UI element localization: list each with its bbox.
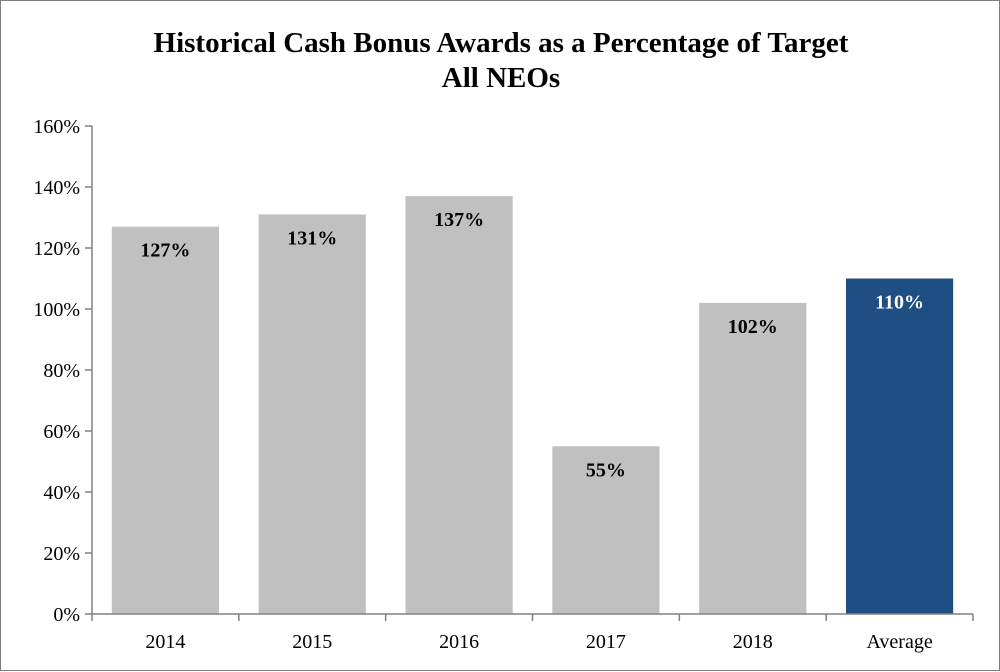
bar-2015 — [258, 214, 366, 614]
y-tick-label: 0% — [53, 604, 80, 626]
y-tick-label: 60% — [43, 421, 80, 443]
x-category-label: 2018 — [733, 631, 773, 653]
x-axis: 2014 2015 2016 2017 2018 Average — [91, 613, 974, 653]
data-label-2015: 131% — [287, 227, 337, 249]
y-tick-label: 80% — [43, 360, 80, 382]
y-tick-label: 160% — [33, 116, 80, 138]
y-tick-label: 100% — [33, 299, 80, 321]
x-category-label: 2014 — [145, 631, 185, 653]
y-tick-label: 40% — [43, 482, 80, 504]
data-label-2018: 102% — [728, 316, 778, 338]
y-tick-label: 120% — [33, 238, 80, 260]
data-label-2017: 55% — [586, 459, 626, 481]
y-axis: 0% 20% 40% 60% 80% 100% 120% 140% 160% — [33, 116, 93, 626]
y-tick-label: 140% — [33, 177, 80, 199]
x-category-label: 2017 — [586, 631, 626, 653]
data-label-2014: 127% — [140, 240, 190, 262]
bars: 127% 131% 137% 55% 102% 110% — [111, 196, 954, 614]
bar-2016 — [405, 196, 513, 614]
x-category-label: 2016 — [439, 631, 479, 653]
x-category-label: Average — [866, 631, 932, 653]
bar-2017 — [552, 446, 660, 614]
chart-title-line-1: Historical Cash Bonus Awards as a Percen… — [154, 27, 849, 59]
x-category-label: 2015 — [292, 631, 332, 653]
y-tick-label: 20% — [43, 543, 80, 565]
bar-average — [845, 278, 954, 614]
data-label-2016: 137% — [434, 209, 484, 231]
data-label-average: 110% — [875, 292, 924, 314]
bar-2018 — [699, 302, 807, 614]
chart-title-line-2: All NEOs — [442, 62, 560, 94]
bar-2014 — [111, 226, 220, 614]
